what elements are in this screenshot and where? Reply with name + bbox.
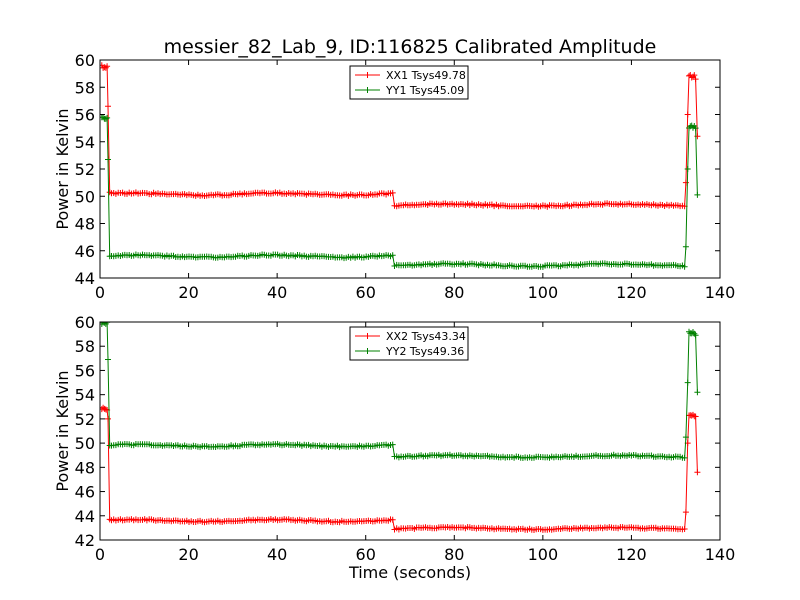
x-tick-label: 60 — [356, 283, 376, 302]
y-tick-label: 54 — [75, 386, 95, 405]
y-tick-label: 44 — [75, 269, 95, 288]
legend-entry-label: YY1 Tsys45.09 — [385, 84, 464, 97]
y-tick-label: 46 — [75, 242, 95, 261]
y-tick-label: 48 — [75, 458, 95, 477]
x-tick-label: 140 — [705, 283, 736, 302]
x-tick-label: 140 — [705, 545, 736, 564]
y-tick-label: 56 — [75, 106, 95, 125]
y-axis-label: Power in Kelvin — [53, 108, 72, 229]
x-tick-label: 120 — [616, 545, 647, 564]
legend-box — [349, 326, 469, 361]
legend: XX1 Tsys49.78 YY1 Tsys45.09 — [349, 65, 469, 100]
series-markers-yy1 — [100, 114, 701, 270]
y-tick-label: 58 — [75, 78, 95, 97]
x-tick-label: 40 — [267, 545, 287, 564]
legend-marker — [364, 348, 371, 354]
bottom-subplot: 0 20 40 60 80 100 120 140 42 44 46 48 50 52 54 56 58 60 Po… — [53, 313, 735, 564]
legend-marker — [364, 333, 371, 339]
x-tick-label: 20 — [178, 545, 198, 564]
legend-marker — [364, 72, 371, 78]
data-point-markers — [100, 62, 701, 210]
y-tick-label: 42 — [75, 531, 95, 550]
x-tick-label: 80 — [444, 545, 464, 564]
x-tick-label: 120 — [616, 283, 647, 302]
legend-entry-label: YY2 Tsys49.36 — [385, 345, 464, 358]
y-tick-label: 60 — [75, 313, 95, 332]
x-tick-label: 0 — [95, 283, 105, 302]
y-axis-label: Power in Kelvin — [53, 370, 72, 491]
y-tick-label: 50 — [75, 187, 95, 206]
y-tick-label: 46 — [75, 483, 95, 502]
y-tick-label: 52 — [75, 160, 95, 179]
figure-title: messier_82_Lab_9, ID:116825 Calibrated A… — [164, 36, 657, 58]
x-tick-label: 60 — [356, 545, 376, 564]
data-point-markers — [100, 322, 701, 461]
top-subplot: 0 20 40 60 80 100 120 140 44 46 48 50 52 54 56 58 60 Powe… — [53, 51, 735, 302]
series-markers-yy2 — [100, 322, 701, 461]
x-axis-label: Time (seconds) — [348, 563, 471, 582]
x-tick-label: 100 — [528, 545, 559, 564]
x-tick-label: 80 — [444, 283, 464, 302]
y-tick-label: 56 — [75, 361, 95, 380]
data-point-markers — [100, 114, 701, 270]
y-tick-label: 52 — [75, 410, 95, 429]
data-point-markers — [100, 404, 701, 533]
series-markers-xx1 — [100, 62, 701, 210]
series-markers-xx2 — [100, 404, 701, 533]
legend-marker — [364, 87, 371, 93]
legend-entry-label: XX1 Tsys49.78 — [386, 69, 466, 82]
x-tick-label: 100 — [528, 283, 559, 302]
plot-frame — [99, 321, 721, 541]
legend: XX2 Tsys43.34 YY2 Tsys49.36 — [349, 326, 469, 361]
y-tick-label: 54 — [75, 133, 95, 152]
y-tick-label: 48 — [75, 215, 95, 234]
x-tick-label: 0 — [95, 545, 105, 564]
y-tick-label: 58 — [75, 337, 95, 356]
y-tick-label: 60 — [75, 51, 95, 70]
x-tick-label: 20 — [178, 283, 198, 302]
legend-box — [349, 65, 469, 100]
series-line-xx2 — [101, 406, 698, 531]
y-tick-label: 44 — [75, 507, 95, 526]
y-tick-label: 50 — [75, 434, 95, 453]
x-tick-label: 40 — [267, 283, 287, 302]
legend-entry-label: XX2 Tsys43.34 — [386, 330, 466, 343]
